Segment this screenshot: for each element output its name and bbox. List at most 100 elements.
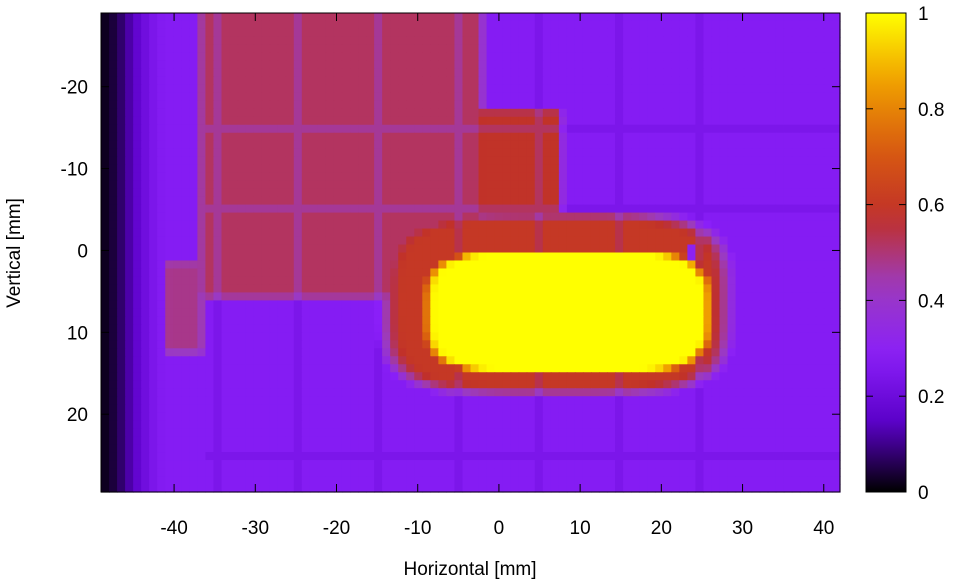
heatmap-cell — [558, 84, 568, 94]
heatmap-cell — [341, 372, 351, 381]
heatmap-cell — [566, 308, 576, 317]
heatmap-cell — [157, 300, 166, 309]
heatmap-cell — [727, 204, 737, 214]
heatmap-cell — [245, 212, 255, 222]
heatmap-cell — [101, 180, 110, 190]
heatmap-cell — [414, 260, 423, 270]
heatmap-cell — [663, 244, 672, 254]
heatmap-cell — [590, 308, 600, 317]
heatmap-cell — [510, 124, 520, 134]
heatmap-cell — [590, 428, 600, 437]
heatmap-cell — [133, 388, 142, 397]
heatmap-cell — [189, 84, 198, 94]
heatmap-cell — [695, 84, 705, 94]
heatmap-cell — [590, 380, 600, 389]
heatmap-cell — [607, 348, 616, 357]
heatmap-cell — [205, 444, 215, 453]
heatmap-cell — [341, 348, 351, 357]
heatmap-cell — [181, 252, 190, 262]
heatmap-cell — [631, 20, 640, 30]
heatmap-cell — [478, 68, 488, 78]
heatmap-cell — [687, 13, 697, 22]
heatmap-cell — [727, 316, 737, 325]
heatmap-cell — [631, 140, 640, 150]
heatmap-cell — [599, 396, 608, 405]
heatmap-cell — [478, 404, 488, 413]
heatmap-cell — [599, 204, 608, 214]
heatmap-cell — [117, 36, 126, 46]
heatmap-cell — [663, 204, 672, 214]
heatmap-cell — [655, 60, 664, 70]
heatmap-cell — [599, 348, 608, 357]
heatmap-cell — [205, 300, 215, 309]
heatmap-cell — [751, 220, 761, 230]
heatmap-cell — [277, 132, 287, 142]
heatmap-cell — [293, 356, 303, 365]
heatmap-cell — [518, 36, 528, 46]
heatmap-cell — [101, 28, 110, 38]
heatmap-cell — [462, 164, 472, 174]
heatmap-cell — [149, 13, 158, 22]
heatmap-cell — [406, 204, 415, 214]
heatmap-cell — [462, 28, 472, 38]
heatmap-cell — [695, 380, 705, 389]
heatmap-cell — [317, 396, 327, 405]
heatmap-cell — [213, 148, 223, 158]
heatmap-cell — [799, 36, 809, 46]
heatmap-cell — [478, 420, 488, 429]
heatmap-cell — [277, 332, 287, 341]
heatmap-cell — [157, 60, 166, 70]
heatmap-cell — [229, 348, 239, 357]
heatmap-cell — [759, 332, 769, 341]
heatmap-cell — [333, 420, 343, 429]
heatmap-cell — [269, 44, 279, 54]
heatmap-cell — [478, 164, 488, 174]
heatmap-cell — [486, 60, 496, 70]
heatmap-cell — [510, 188, 520, 198]
heatmap-cell — [751, 412, 761, 421]
heatmap-cell — [703, 156, 713, 166]
heatmap-cell — [558, 356, 568, 365]
heatmap-cell — [285, 108, 295, 118]
heatmap-cell — [374, 396, 383, 405]
heatmap-cell — [558, 36, 568, 46]
heatmap-cell — [350, 404, 359, 413]
heatmap-cell — [125, 412, 134, 421]
heatmap-cell — [470, 284, 480, 294]
heatmap-cell — [438, 76, 447, 86]
heatmap-cell — [101, 396, 110, 405]
heatmap-cell — [582, 316, 592, 325]
heatmap-cell — [526, 28, 536, 38]
heatmap-cell — [727, 100, 737, 110]
heatmap-cell — [679, 428, 688, 437]
heatmap-cell — [301, 60, 311, 70]
heatmap-cell — [703, 13, 713, 22]
heatmap-cell — [438, 396, 447, 405]
heatmap-cell — [831, 36, 841, 46]
heatmap-cell — [165, 52, 174, 62]
heatmap-cell — [165, 396, 174, 405]
heatmap-cell — [815, 372, 825, 381]
heatmap-cell — [398, 212, 407, 222]
heatmap-cell — [398, 268, 407, 278]
heatmap-cell — [350, 252, 359, 262]
heatmap-cell — [831, 332, 841, 341]
heatmap-cell — [430, 428, 439, 437]
heatmap-cell — [398, 404, 407, 413]
heatmap-cell — [438, 13, 447, 22]
heatmap-cell — [229, 44, 239, 54]
heatmap-cell — [277, 20, 287, 30]
heatmap-cell — [574, 228, 584, 238]
heatmap-cell — [117, 132, 126, 142]
heatmap-cell — [454, 116, 464, 126]
heatmap-cell — [759, 316, 769, 325]
heatmap-cell — [374, 140, 383, 150]
heatmap-cell — [133, 13, 142, 22]
heatmap-cell — [791, 204, 801, 214]
heatmap-cell — [655, 244, 664, 254]
heatmap-cell — [799, 180, 809, 190]
heatmap-cell — [181, 420, 190, 429]
heatmap-cell — [133, 260, 142, 270]
heatmap-cell — [502, 20, 512, 30]
heatmap-cell — [117, 236, 126, 246]
